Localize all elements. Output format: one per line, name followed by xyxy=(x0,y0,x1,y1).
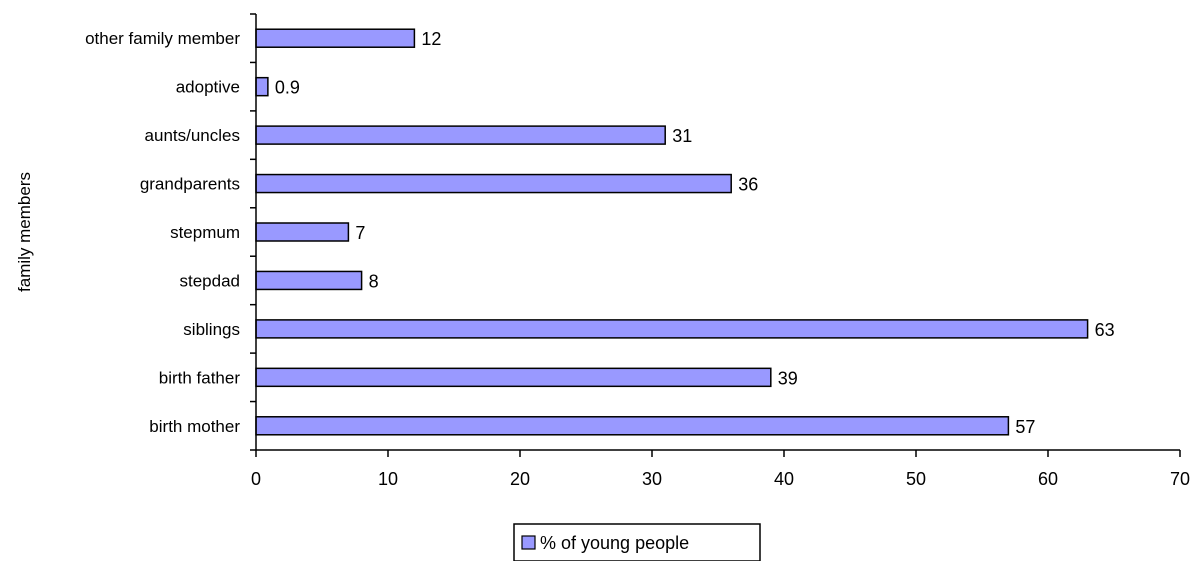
category-label: birth father xyxy=(159,368,241,387)
bar-grandparents xyxy=(255,173,732,194)
bar-stepdad xyxy=(255,270,363,291)
data-label: 36 xyxy=(738,175,758,195)
bar-birth-mother xyxy=(255,416,1010,436)
x-tick-label: 60 xyxy=(1038,469,1058,489)
x-tick-label: 0 xyxy=(251,469,261,489)
data-label: 12 xyxy=(421,29,441,49)
x-tick-label: 10 xyxy=(378,469,398,489)
data-label: 0.9 xyxy=(275,78,300,98)
bar-siblings xyxy=(255,319,1089,339)
category-label: birth mother xyxy=(149,417,240,436)
x-tick-label: 40 xyxy=(774,469,794,489)
legend-box xyxy=(513,523,761,561)
legend: % of young people xyxy=(513,523,761,561)
data-label: 7 xyxy=(355,223,365,243)
data-label: 63 xyxy=(1095,320,1115,340)
bar-birth-father xyxy=(255,367,772,388)
x-tick-label: 30 xyxy=(642,469,662,489)
category-label: aunts/uncles xyxy=(145,126,240,145)
bars-layer: 12 other family member 0.9 adoptive 31 aunts/… xyxy=(85,28,1115,437)
x-tick-label: 20 xyxy=(510,469,530,489)
y-axis-title: family members xyxy=(15,172,34,292)
data-label: 39 xyxy=(778,368,798,388)
category-label: stepdad xyxy=(180,271,241,290)
bar-adoptive xyxy=(255,76,269,97)
category-label: other family member xyxy=(85,29,240,48)
x-tick-label: 70 xyxy=(1170,469,1190,489)
axes-layer: 0 10 20 30 40 50 60 70 xyxy=(250,13,1190,489)
category-label: stepmum xyxy=(170,223,240,242)
category-label: adoptive xyxy=(176,78,240,97)
data-label: 57 xyxy=(1015,417,1035,437)
legend-label: % of young people xyxy=(540,533,689,553)
bar-other-family-member xyxy=(255,28,416,48)
data-label: 31 xyxy=(672,126,692,146)
category-label: siblings xyxy=(183,320,240,339)
data-label: 8 xyxy=(369,271,379,291)
category-label: grandparents xyxy=(140,175,240,194)
legend-swatch xyxy=(521,535,536,550)
x-tick-label: 50 xyxy=(906,469,926,489)
bar-aunts-uncles xyxy=(255,125,666,145)
bar-stepmum xyxy=(255,222,350,242)
